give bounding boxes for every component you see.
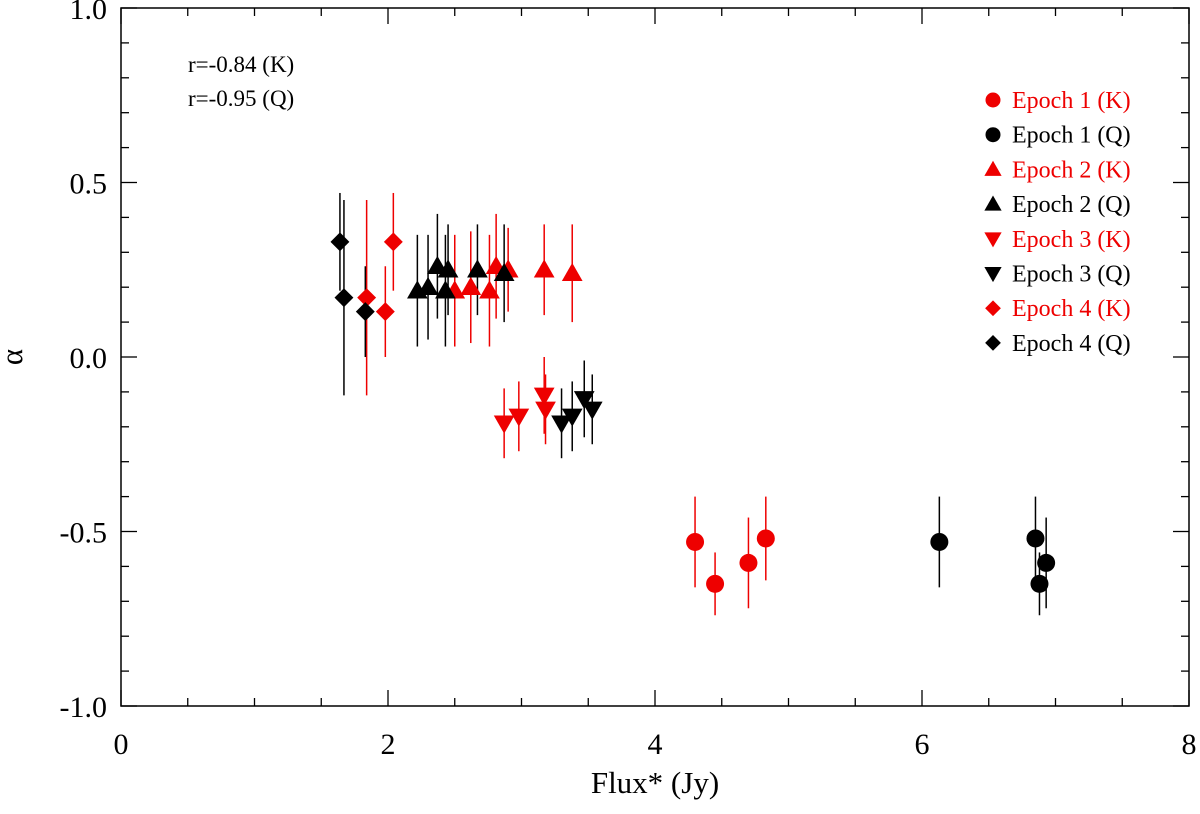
x-tick-label: 6 (915, 728, 930, 761)
data-point (460, 276, 482, 295)
data-point (756, 529, 775, 548)
legend-marker (984, 195, 1002, 211)
legend-marker (984, 160, 1002, 176)
data-point (561, 262, 583, 282)
data-point (551, 415, 572, 434)
data-point (533, 387, 555, 406)
y-axis-title: α (0, 349, 29, 365)
x-tick-label: 8 (1182, 728, 1197, 761)
legend-label: Epoch 3 (K) (1012, 227, 1131, 253)
x-tick-label: 0 (114, 728, 129, 761)
axis-ticks (120, 7, 1190, 707)
annotation-r-q: r=-0.95 (Q) (188, 86, 294, 111)
legend-label: Epoch 4 (Q) (1012, 331, 1131, 357)
legend-marker (985, 300, 1001, 317)
data-point (739, 553, 758, 572)
data-point (375, 302, 395, 322)
data-point (706, 574, 725, 593)
legend-label: Epoch 4 (K) (1012, 296, 1131, 322)
data-point (437, 259, 459, 278)
legend-label: Epoch 2 (Q) (1012, 192, 1131, 218)
y-tick-label: 1.0 (70, 0, 108, 26)
legend-label: Epoch 2 (K) (1012, 157, 1131, 183)
x-tick-label: 2 (381, 728, 396, 761)
data-point (1037, 553, 1056, 572)
x-tick-labels: 0 2 4 6 8 (114, 728, 1197, 761)
data-point (493, 262, 515, 282)
data-point (330, 232, 350, 252)
legend-label: Epoch 1 (Q) (1012, 123, 1131, 149)
data-point (535, 401, 556, 420)
legend-marker (984, 267, 1002, 283)
annotation-r-k: r=-0.84 (K) (188, 52, 294, 77)
data-point (573, 391, 595, 410)
y-tick-label: 0.5 (70, 168, 108, 201)
legend-marker (985, 335, 1001, 351)
data-markers (330, 232, 1056, 593)
y-tick-label: 0.0 (70, 342, 108, 375)
data-point (561, 408, 583, 427)
data-point (417, 276, 439, 295)
error-bars (339, 192, 1047, 616)
data-point (1030, 574, 1049, 593)
data-point (435, 280, 456, 299)
data-point (930, 532, 949, 551)
data-point (355, 302, 375, 322)
y-tick-label: -0.5 (60, 517, 108, 550)
data-point (334, 288, 354, 308)
y-tick-labels: 1.0 0.5 0.0 -0.5 -1.0 (60, 0, 108, 724)
data-point (479, 280, 500, 299)
data-point (581, 401, 603, 420)
x-axis-title: Flux* (Jy) (591, 765, 719, 800)
data-point (686, 532, 705, 551)
y-tick-label: -1.0 (60, 691, 108, 724)
data-point (467, 259, 488, 278)
legend: Epoch 1 (K) Epoch 1 (Q) Epoch 2 (K) Epoch 2… (984, 88, 1131, 357)
legend-marker (985, 127, 1001, 143)
data-point (1026, 529, 1045, 548)
x-tick-label: 4 (648, 728, 663, 761)
data-point (383, 232, 403, 252)
legend-marker (985, 92, 1001, 108)
data-point (357, 288, 377, 308)
data-point (508, 408, 530, 427)
legend-marker (984, 232, 1002, 248)
legend-label: Epoch 1 (K) (1012, 88, 1131, 114)
legend-label: Epoch 3 (Q) (1012, 262, 1131, 288)
data-point (533, 259, 555, 278)
data-point (493, 415, 515, 434)
